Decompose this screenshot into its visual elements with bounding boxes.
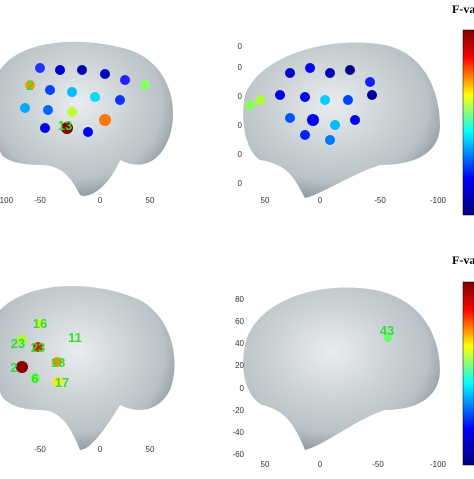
- x-tick-label: 50: [146, 445, 155, 454]
- x-tick-label: 0: [318, 460, 323, 469]
- x-tick-label: -50: [374, 196, 386, 205]
- x-tick-label: -100: [0, 196, 14, 205]
- y-tick-label: 0: [238, 179, 243, 188]
- y-tick-label: 0: [238, 150, 243, 159]
- electrode-label: 13: [58, 118, 72, 133]
- x-tick-label: -100: [430, 460, 447, 469]
- y-tick-label: 0: [238, 42, 243, 51]
- electrode-label: 23: [11, 336, 25, 351]
- x-tick-label: 50: [261, 196, 270, 205]
- y-tick-label: -20: [232, 406, 244, 415]
- y-tick-label: 0: [240, 384, 245, 393]
- y-tick-label: 0: [238, 121, 243, 130]
- electrode-label: 16: [33, 316, 47, 331]
- y-tick-label: 60: [235, 317, 244, 326]
- y-tick-label: 80: [235, 295, 244, 304]
- electrode-label: 18: [51, 355, 65, 370]
- colorbars: [462, 29, 474, 466]
- electrode-label: 6: [31, 371, 38, 386]
- electrodes: [16, 63, 392, 387]
- y-tick-label: 20: [235, 361, 244, 370]
- x-tick-label: 0: [98, 196, 103, 205]
- electrode-label: 2: [26, 78, 33, 93]
- colorbar-title: F-va: [452, 253, 474, 267]
- electrode-label: 11: [68, 330, 82, 345]
- x-tick-label: 50: [146, 196, 155, 205]
- y-tick-label: 0: [238, 92, 243, 101]
- electrode-label: 17: [55, 375, 69, 390]
- x-tick-label: -50: [34, 445, 46, 454]
- y-tick-label: -60: [232, 450, 244, 459]
- brain-shapes: [0, 41, 440, 450]
- y-tick-label: 40: [235, 339, 244, 348]
- electrode-label: 2: [10, 360, 17, 375]
- y-tick-label: -40: [232, 428, 244, 437]
- x-tick-label: 0: [318, 196, 323, 205]
- electrode-label: 23: [31, 340, 45, 355]
- x-tick-label: -50: [34, 196, 46, 205]
- x-tick-label: 0: [98, 445, 103, 454]
- x-tick-label: -50: [372, 460, 384, 469]
- colorbar-title: F-va: [452, 2, 474, 16]
- electrode-label: 43: [380, 323, 394, 338]
- x-tick-label: 50: [261, 460, 270, 469]
- y-tick-label: 0: [238, 63, 243, 72]
- x-tick-label: -100: [430, 196, 447, 205]
